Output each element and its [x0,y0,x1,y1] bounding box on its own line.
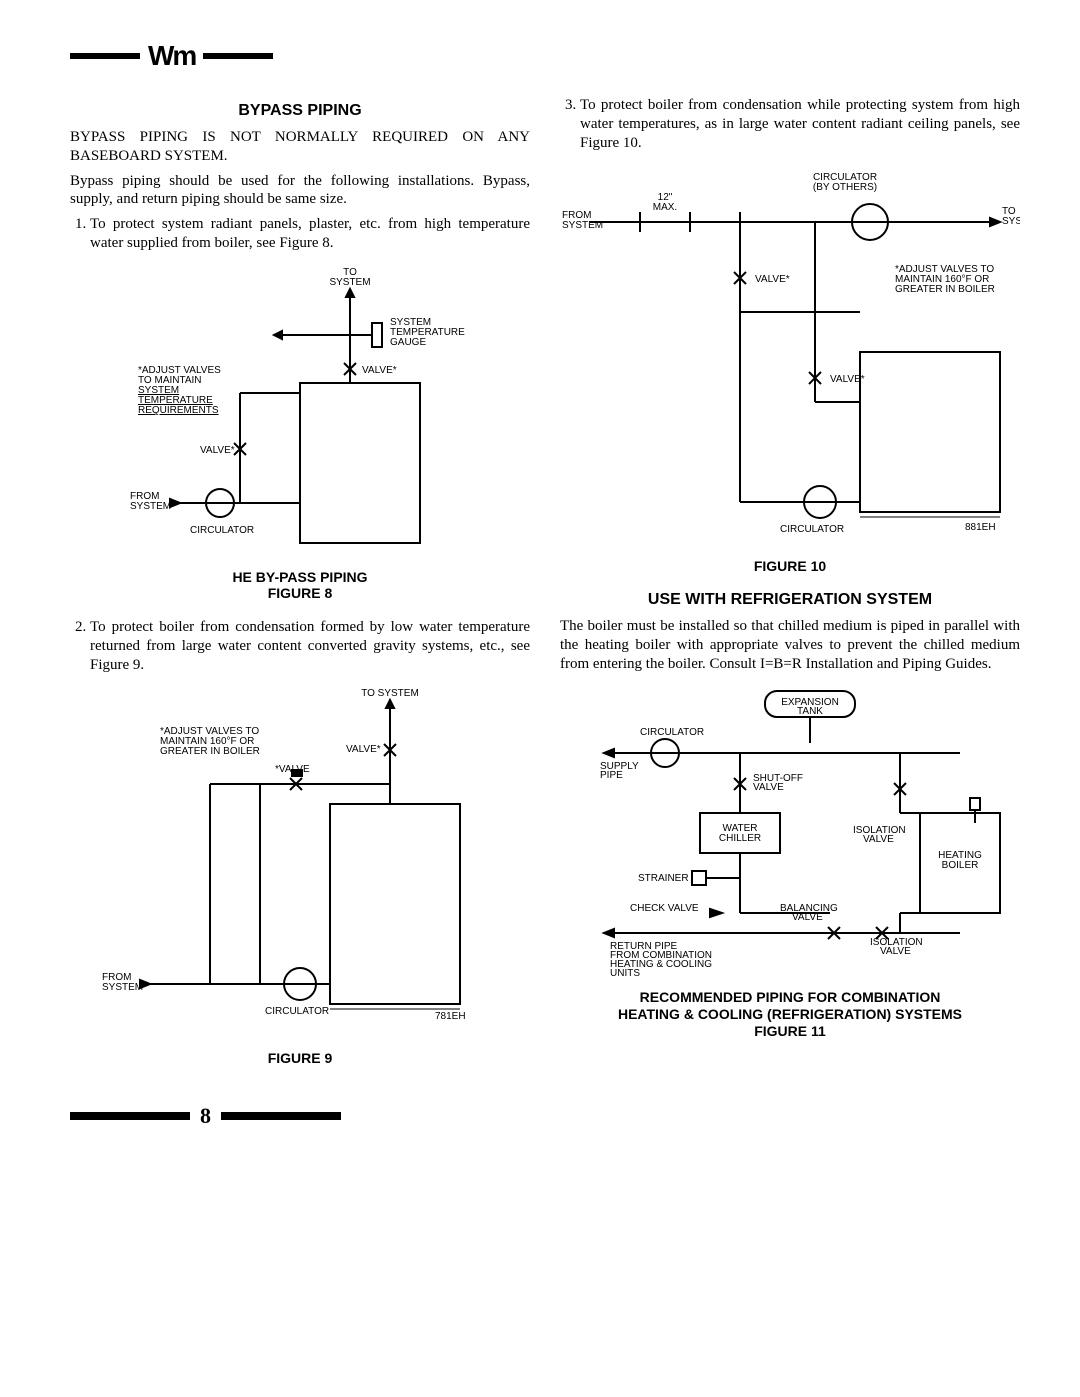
svg-text:TOSYSTEM: TOSYSTEM [329,267,370,288]
svg-text:FROMSYSTEM: FROMSYSTEM [562,210,603,231]
para2: Bypass piping should be used for the fol… [70,172,530,210]
figure-11: EXPANSIONTANK CIRCULATOR SUPPLYPIPE SHUT… [570,683,1010,983]
svg-text:SUPPLYPIPE: SUPPLYPIPE [600,761,639,781]
right-column: To protect boiler from condensation whil… [560,92,1020,1083]
figure-10: FROMSYSTEM 12"MAX. CIRCULATOR(BY OTHERS)… [560,162,1020,552]
svg-text:*ADJUST VALVESTO MAINTAINSYSTE: *ADJUST VALVESTO MAINTAINSYSTEMTEMPERATU… [138,365,221,416]
fig9-caption: FIGURE 9 [70,1050,530,1067]
fig10-caption: FIGURE 10 [560,558,1020,575]
figure-9: TO SYSTEM *ADJUST VALVES TOMAINTAIN 160°… [100,684,500,1044]
svg-text:ISOLATIONVALVE: ISOLATIONVALVE [870,937,923,957]
svg-text:*ADJUST VALVES TOMAINTAIN 160°: *ADJUST VALVES TOMAINTAIN 160°F ORGREATE… [160,726,260,757]
svg-text:781EH: 781EH [435,1011,466,1022]
svg-text:HEATINGBOILER: HEATINGBOILER [938,850,982,871]
svg-text:VALVE*: VALVE* [346,744,381,755]
svg-text:CIRCULATOR: CIRCULATOR [265,1006,329,1017]
heading-refrig: USE WITH REFRIGERATION SYSTEM [560,591,1020,609]
bar-left [70,53,140,59]
fig8-line2: FIGURE 8 [268,585,333,601]
figure-8: TOSYSTEM SYSTEMTEMPERATUREGAUGE *ADJUST … [110,263,490,563]
page-number: 8 [196,1103,215,1129]
para1: BYPASS PIPING IS NOT NORMALLY REQUIRED O… [70,128,530,166]
fig8-line1: HE BY-PASS PIPING [232,569,367,585]
bar-right [203,53,273,59]
svg-text:WATERCHILLER: WATERCHILLER [719,823,761,844]
item3: To protect boiler from condensation whil… [580,96,1020,152]
svg-text:VALVE*: VALVE* [200,445,235,456]
svg-text:EXPANSIONTANK: EXPANSIONTANK [781,697,839,717]
fig11-l2: HEATING & COOLING (REFRIGERATION) SYSTEM… [618,1006,962,1022]
svg-text:SHUT-OFFVALVE: SHUT-OFFVALVE [753,773,803,793]
fig11-l3: FIGURE 11 [754,1023,826,1039]
svg-text:ISOLATIONVALVE: ISOLATIONVALVE [853,825,906,845]
svg-text:FROMSYSTEM: FROMSYSTEM [102,972,143,993]
fig8-caption: HE BY-PASS PIPING FIGURE 8 [70,569,530,603]
left-column: BYPASS PIPING BYPASS PIPING IS NOT NORMA… [70,92,530,1083]
fig11-l1: RECOMMENDED PIPING FOR COMBINATION [640,989,941,1005]
logo-row: Wm [70,40,1020,72]
svg-text:VALVE*: VALVE* [755,274,790,285]
svg-text:VALVE*: VALVE* [362,365,397,376]
svg-text:BALANCINGVALVE: BALANCINGVALVE [780,903,838,923]
fig11-caption: RECOMMENDED PIPING FOR COMBINATION HEATI… [560,989,1020,1039]
svg-text:TOSYSTEM: TOSYSTEM [1002,206,1020,227]
svg-text:RETURN PIPEFROM COMBINATIONHEA: RETURN PIPEFROM COMBINATIONHEATING & COO… [610,941,712,979]
logo: Wm [148,40,195,72]
svg-text:881EH: 881EH [965,522,996,533]
svg-text:CHECK VALVE: CHECK VALVE [630,903,699,914]
svg-text:CIRCULATOR: CIRCULATOR [190,525,254,536]
page-number-row: 8 [70,1103,1020,1129]
svg-text:CIRCULATOR: CIRCULATOR [780,524,844,535]
svg-text:SYSTEMTEMPERATUREGAUGE: SYSTEMTEMPERATUREGAUGE [390,317,465,348]
svg-text:12"MAX.: 12"MAX. [653,192,677,213]
item1: To protect system radiant panels, plaste… [90,215,530,253]
pagebar-right [221,1112,341,1120]
para3: The boiler must be installed so that chi… [560,617,1020,673]
svg-text:VALVE*: VALVE* [830,374,865,385]
svg-text:*VALVE: *VALVE [275,764,310,775]
heading-bypass: BYPASS PIPING [70,102,530,120]
svg-text:FROMSYSTEM: FROMSYSTEM [130,491,171,512]
svg-text:CIRCULATOR(BY OTHERS): CIRCULATOR(BY OTHERS) [813,172,877,193]
svg-text:*ADJUST VALVES TOMAINTAIN 160°: *ADJUST VALVES TOMAINTAIN 160°F ORGREATE… [895,264,995,295]
item2: To protect boiler from condensation form… [90,618,530,674]
pagebar-left [70,1112,190,1120]
svg-text:TO SYSTEM: TO SYSTEM [361,688,419,699]
svg-text:CIRCULATOR: CIRCULATOR [640,727,704,738]
svg-text:STRAINER: STRAINER [638,873,689,884]
